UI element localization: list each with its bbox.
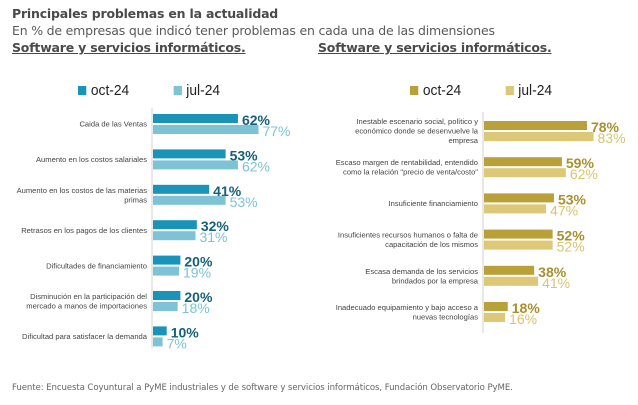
bar-oct-24 xyxy=(153,220,197,230)
legend-swatch-oct xyxy=(78,86,87,95)
category-label: nuevas tecnologías xyxy=(413,312,479,321)
category-label: primas xyxy=(124,195,147,204)
legend-item-oct: oct-24 xyxy=(410,82,461,99)
data-label-jul-24: 53% xyxy=(230,194,258,210)
right-chart-legend: oct-24 jul-24 xyxy=(410,82,596,99)
category-label: mercado a manos de importaciones xyxy=(26,301,147,310)
bar-oct-24 xyxy=(484,265,535,275)
data-label-oct-24: 52% xyxy=(557,228,586,244)
data-label-oct-24: 20% xyxy=(184,254,213,270)
data-label-jul-24: 47% xyxy=(550,202,578,218)
category-label: Aumento en los costos de las materias xyxy=(17,186,148,195)
bar-jul-24 xyxy=(484,168,566,178)
data-label-jul-24: 19% xyxy=(183,265,211,281)
category-label: Dificultades de financiamiento xyxy=(46,261,147,270)
legend-swatch-jul xyxy=(505,86,514,95)
category-label: Escasa demanda de los servicios xyxy=(365,267,478,276)
legend-label-oct: oct-24 xyxy=(422,82,462,99)
bar-jul-24 xyxy=(484,132,594,141)
legend-label-oct: oct-24 xyxy=(90,82,130,99)
legend-label-jul: jul-24 xyxy=(186,82,221,99)
category-label: Retrasos en los pagos de los clientes xyxy=(21,226,147,235)
bar-jul-24 xyxy=(153,160,238,170)
page-title: Principales problemas en la actualidad xyxy=(12,6,279,21)
data-label-jul-24: 18% xyxy=(182,300,210,316)
category-label: como la relación "precio de venta/costo" xyxy=(343,168,478,177)
data-label-jul-24: 7% xyxy=(167,335,187,351)
bar-jul-24 xyxy=(153,302,178,311)
bar-oct-24 xyxy=(153,114,238,123)
category-label: empresa xyxy=(448,136,478,145)
bar-jul-24 xyxy=(484,204,547,214)
data-label-oct-24: 18% xyxy=(512,300,541,316)
bar-oct-24 xyxy=(153,291,181,300)
bar-oct-24 xyxy=(153,326,167,336)
data-label-oct-24: 41% xyxy=(213,183,242,199)
data-label-oct-24: 10% xyxy=(171,324,200,340)
right-chart-title: Software y servicios informáticos. xyxy=(318,40,552,55)
category-label: económico donde se desenvuelve la xyxy=(355,127,479,136)
data-label-jul-24: 16% xyxy=(509,311,537,327)
category-label: Caida de las Ventas xyxy=(79,120,147,129)
bar-jul-24 xyxy=(484,240,553,250)
data-label-jul-24: 62% xyxy=(570,166,598,182)
data-label-jul-24: 31% xyxy=(199,229,227,245)
legend-swatch-jul xyxy=(173,86,182,95)
bar-jul-24 xyxy=(153,266,180,276)
data-label-oct-24: 20% xyxy=(184,289,213,305)
legend-item-jul: jul-24 xyxy=(173,82,220,99)
data-label-jul-24: 41% xyxy=(542,275,570,291)
bar-jul-24 xyxy=(484,313,506,322)
category-label: brindados por la empresa xyxy=(392,276,479,285)
category-label: Dificultad para satisfacer la demanda xyxy=(22,332,148,341)
data-label-oct-24: 53% xyxy=(230,147,259,163)
bar-jul-24 xyxy=(153,337,163,347)
bar-oct-24 xyxy=(153,255,181,265)
bar-jul-24 xyxy=(153,125,259,134)
category-label: Insuficientes recursos humanos o falta d… xyxy=(338,231,478,240)
bar-oct-24 xyxy=(153,184,210,194)
data-label-jul-24: 52% xyxy=(557,239,585,255)
category-label: Aumento en los costos salariales xyxy=(36,155,147,164)
bar-oct-24 xyxy=(484,193,554,203)
bar-jul-24 xyxy=(153,231,196,241)
bar-oct-24 xyxy=(153,149,226,159)
category-label: Insuficiente financiamiento xyxy=(389,199,479,208)
left-chart-legend: oct-24 jul-24 xyxy=(78,82,264,99)
legend-item-jul: jul-24 xyxy=(505,82,552,99)
data-label-jul-24: 62% xyxy=(242,158,270,174)
data-label-oct-24: 38% xyxy=(538,264,567,280)
category-label: Inadecuado equipamiento y bajo acceso a xyxy=(336,303,479,312)
bar-oct-24 xyxy=(484,157,562,167)
bar-oct-24 xyxy=(484,302,508,311)
category-label: capacitación de los mismos xyxy=(385,240,478,249)
category-label: Escaso margen de rentabilidad, entendido xyxy=(336,158,478,167)
data-label-jul-24: 83% xyxy=(598,130,626,146)
bar-oct-24 xyxy=(484,229,553,239)
source-footnote: Fuente: Encuesta Coyuntural a PyME indus… xyxy=(12,383,513,393)
bar-jul-24 xyxy=(484,276,539,286)
data-label-oct-24: 53% xyxy=(558,191,587,207)
left-chart-title: Software y servicios informáticos. xyxy=(12,40,246,55)
category-label: Inestable escenario social, político y xyxy=(356,117,478,126)
data-label-oct-24: 62% xyxy=(242,112,271,128)
legend-swatch-oct xyxy=(410,86,419,95)
data-label-oct-24: 32% xyxy=(201,218,230,234)
page-subtitle: En % de empresas que indicó tener proble… xyxy=(12,23,495,38)
data-label-oct-24: 78% xyxy=(591,119,620,135)
legend-label-jul: jul-24 xyxy=(518,82,553,99)
bar-jul-24 xyxy=(153,195,226,205)
legend-item-oct: oct-24 xyxy=(78,82,129,99)
bar-oct-24 xyxy=(484,121,587,130)
category-label: Disminución en la participación del xyxy=(30,292,147,301)
data-label-oct-24: 59% xyxy=(566,155,595,171)
data-label-jul-24: 77% xyxy=(262,123,290,139)
